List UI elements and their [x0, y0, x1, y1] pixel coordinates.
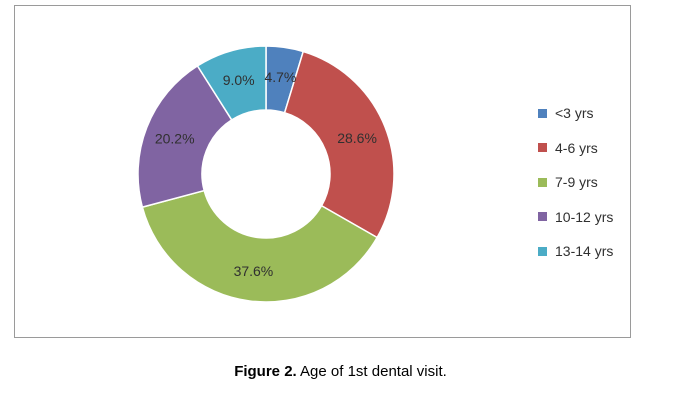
- legend-swatch-3: [538, 212, 547, 222]
- slice-2: [141, 189, 379, 303]
- legend-label-0: <3 yrs: [555, 105, 594, 122]
- slice-label-4: 9.0%: [223, 72, 255, 88]
- legend-swatch-2: [538, 177, 547, 187]
- slice-label-3: 20.2%: [155, 130, 195, 146]
- legend-swatch-4: [538, 246, 547, 256]
- legend-label-3: 10-12 yrs: [555, 208, 614, 225]
- donut-labels: 4.7% 28.6% 37.6% 20.2% 9.0%: [155, 69, 377, 279]
- donut-chart: 4.7% 28.6% 37.6% 20.2% 9.0%: [137, 45, 395, 303]
- donut-slices: [137, 45, 395, 303]
- legend-item-2: 7-9 yrs: [538, 165, 613, 200]
- figure-caption: Figure 2. Age of 1st dental visit.: [0, 363, 681, 380]
- legend-label-4: 13-14 yrs: [555, 243, 614, 260]
- legend-swatch-1: [538, 143, 547, 153]
- legend-swatch-0: [538, 108, 547, 118]
- slice-1: [283, 50, 395, 239]
- chart-frame: 4.7% 28.6% 37.6% 20.2% 9.0% <3 yrs 4-6 yrs 7-9…: [14, 5, 631, 338]
- slice-label-2: 37.6%: [234, 263, 274, 279]
- slice-3: [137, 64, 233, 209]
- legend-label-2: 7-9 yrs: [555, 174, 598, 191]
- caption-text: Age of 1st dental visit.: [296, 363, 447, 380]
- slice-4: [196, 45, 267, 121]
- slice-label-0: 4.7%: [264, 69, 296, 85]
- legend-item-3: 10-12 yrs: [538, 200, 613, 235]
- legend-label-1: 4-6 yrs: [555, 139, 598, 156]
- legend-item-4: 13-14 yrs: [538, 234, 613, 269]
- slice-label-1: 28.6%: [337, 130, 377, 146]
- legend: <3 yrs 4-6 yrs 7-9 yrs 10-12 yrs 13-14 yrs: [538, 96, 613, 269]
- legend-item-0: <3 yrs: [538, 96, 613, 131]
- legend-item-1: 4-6 yrs: [538, 131, 613, 166]
- caption-prefix: Figure 2.: [234, 363, 297, 380]
